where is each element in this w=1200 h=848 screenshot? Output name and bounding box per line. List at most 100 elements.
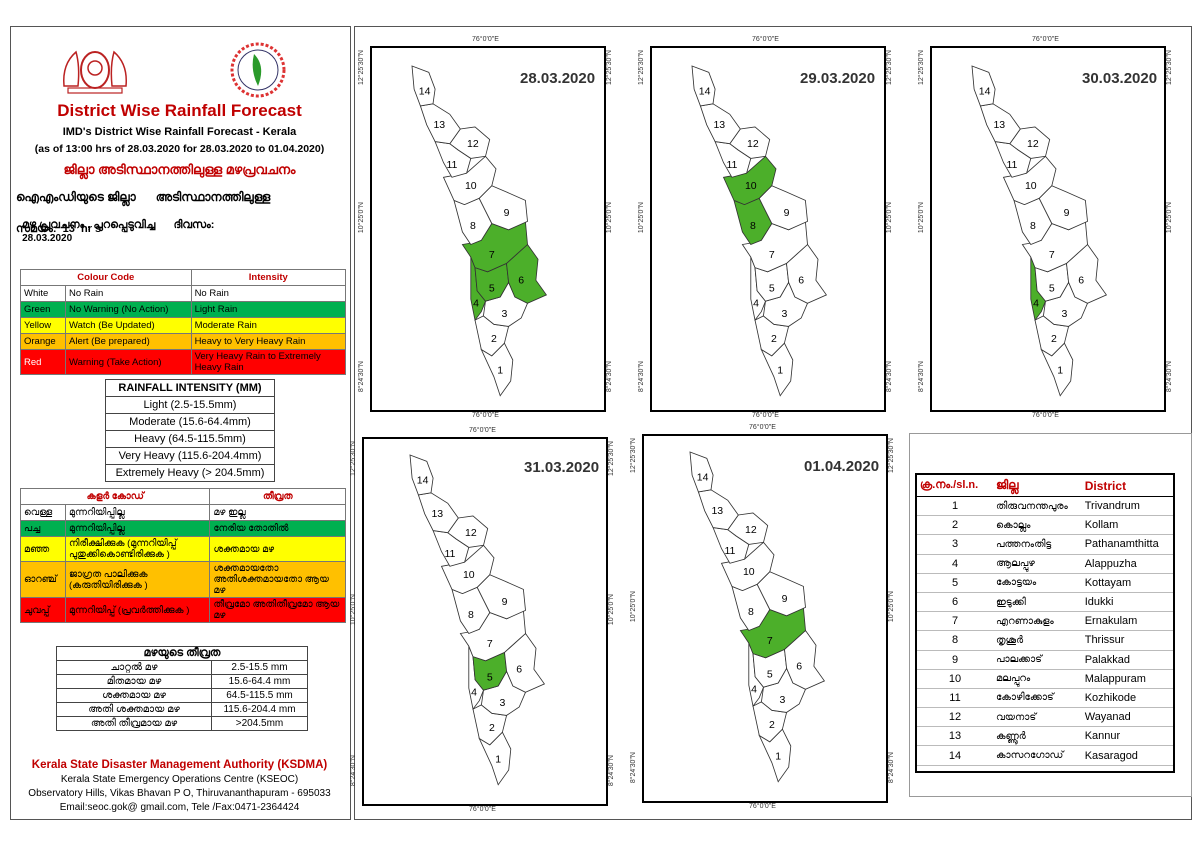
ml-colour-name: പച്ച xyxy=(20,520,66,537)
district-12 xyxy=(1009,126,1051,159)
ml-intensity-range: 2.5-15.5 mm xyxy=(211,660,308,675)
lat-label-left: 8°24'30"N xyxy=(918,361,925,393)
district-number-label: 5 xyxy=(489,283,495,295)
district-row: 4 ആലപ്പുഴ Alappuzha xyxy=(917,554,1173,574)
district-no: 11 xyxy=(917,688,993,709)
ml-intensity-label: ചാറ്റൽ മഴ xyxy=(56,660,212,675)
ml-intensity-row: അതി തീവ്രമായ മഴ >204.5mm xyxy=(56,716,308,731)
ml-intensity-label: മിതമായ മഴ xyxy=(56,674,212,689)
page-subtitle: IMD's District Wise Rainfall Forecast - … xyxy=(62,126,297,138)
district-no: 2 xyxy=(917,515,993,536)
lon-label-top: 76°0'0"E xyxy=(469,427,496,434)
district-number-label: 11 xyxy=(444,548,455,560)
colour-intensity: Very Heavy Rain to Extremely Heavy Rain xyxy=(190,349,347,375)
lat-label-left: 12°25'30"N xyxy=(350,440,357,476)
district-number-label: 2 xyxy=(489,722,495,734)
ml-intensity-title: മഴയുടെ തീവ്രത xyxy=(56,646,308,661)
district-no: 3 xyxy=(917,534,993,555)
map-date: 28.03.2020 xyxy=(520,70,596,87)
lon-label-top: 76°0'0"E xyxy=(752,36,779,43)
district-number-label: 10 xyxy=(463,569,475,581)
ml-intensity-label: അതി തീവ്രമായ മഴ xyxy=(56,716,212,731)
district-ml: വയനാട് xyxy=(993,707,1082,728)
ml-colour-name: വെള്ള xyxy=(20,504,66,521)
district-number-label: 4 xyxy=(1033,297,1039,309)
district-10 xyxy=(440,544,495,595)
colour-intensity: Heavy to Very Heavy Rain xyxy=(190,333,347,350)
district-13 xyxy=(417,492,459,534)
colour-code-row: Red Warning (Take Action) Very Heavy Rain … xyxy=(20,349,347,375)
ml-colour-code: മുന്നറിയിപ്പില്ല xyxy=(64,520,211,537)
ml-intensity-row: അതി ശക്തമായ മഴ 115.6-204.4 mm xyxy=(56,702,308,717)
district-6 xyxy=(1066,243,1108,304)
district-number-label: 13 xyxy=(431,508,443,520)
district-no-header: ക്ര.നം./sl.n. xyxy=(920,479,979,491)
colour-code: No Rain xyxy=(65,285,192,302)
district-number-label: 12 xyxy=(465,527,477,539)
ml-colour-name: മഞ്ഞ xyxy=(20,536,66,562)
lat-label-left: 12°25'30"N xyxy=(630,437,637,473)
district-row: 14 കാസറഗോഡ് Kasaragod xyxy=(917,745,1173,766)
district-row: 10 മലപ്പുറം Malappuram xyxy=(917,669,1173,689)
district-10 xyxy=(722,155,777,206)
colour-name: Green xyxy=(20,301,66,318)
district-number-label: 11 xyxy=(1006,159,1017,171)
lat-label-left: 12°25'30"N xyxy=(918,49,925,85)
lon-label-bottom: 76°0'0"E xyxy=(1032,412,1059,419)
district-number-label: 4 xyxy=(753,297,759,309)
ml-colour-code: മുന്നറിയിപ്പ് (പ്രവർത്തിക്കുക ) xyxy=(64,597,211,623)
district-number-label: 1 xyxy=(495,754,501,766)
district-ml: കോഴിക്കോട് xyxy=(993,688,1082,709)
district-14 xyxy=(689,451,714,493)
district-number-label: 10 xyxy=(1025,180,1037,192)
district-number-label: 8 xyxy=(748,606,754,618)
lat-label-right: 8°24'30"N xyxy=(606,361,613,393)
ml-colour-code-row: പച്ച മുന്നറിയിപ്പില്ല നേരിയ തോതിൽ xyxy=(20,520,346,537)
district-en: Idukki xyxy=(1081,592,1173,613)
district-number-label: 12 xyxy=(467,138,479,150)
district-9 xyxy=(476,574,526,620)
colour-name: Orange xyxy=(20,333,66,350)
ml-intensity-row: ചാറ്റൽ മഴ 2.5-15.5 mm xyxy=(56,660,308,675)
forecast-map: 1 2 3 4 5 6 7 8 9 10 11 12 13 14 31.03.2020 xyxy=(362,437,608,806)
lat-label-left: 8°24'30"N xyxy=(358,361,365,393)
district-ml: കോട്ടയം xyxy=(993,573,1082,593)
kerala-emblem-icon xyxy=(58,42,133,97)
district-ml: കാസറഗോഡ് xyxy=(993,745,1082,766)
district-number-label: 13 xyxy=(993,119,1005,131)
district-number-label: 4 xyxy=(751,683,757,695)
forecast-map: 1 2 3 4 5 6 7 8 9 10 11 12 13 14 01.04.2020 xyxy=(642,434,888,803)
district-table: ക്ര.നം./sl.n. ജില്ല District 1 തിരുവനന്തപ… xyxy=(917,475,1173,766)
district-number-label: 7 xyxy=(767,635,773,647)
district-ml: പാലക്കാട് xyxy=(993,650,1082,670)
lat-label-left: 8°24'30"N xyxy=(630,751,637,783)
district-number-label: 9 xyxy=(782,593,788,605)
district-number-label: 14 xyxy=(417,474,429,486)
colour-code-row: Yellow Watch (Be Updated) Moderate Rain xyxy=(20,317,347,334)
rainfall-intensity-range: Very Heavy (115.6-204.4mm) xyxy=(105,447,275,465)
district-no: 4 xyxy=(917,554,993,574)
district-number-label: 6 xyxy=(796,660,802,672)
district-14 xyxy=(411,65,436,107)
lat-label-right: 8°24'30"N xyxy=(888,751,895,783)
district-6 xyxy=(784,629,826,690)
lat-label-right: 10°25'0"N xyxy=(1166,201,1173,233)
footer-org: Kerala State Disaster Management Authori… xyxy=(31,759,328,771)
district-en: Kannur xyxy=(1081,726,1173,747)
district-row: 2 കൊല്ലം Kollam xyxy=(917,515,1173,536)
district-no: 9 xyxy=(917,650,993,670)
colour-name: White xyxy=(20,285,66,302)
rainfall-intensity-row: Extremely Heavy (> 204.5mm) xyxy=(105,464,275,482)
district-en: Pathanamthitta xyxy=(1081,534,1173,555)
district-number-label: 2 xyxy=(1051,333,1057,345)
maps-panel xyxy=(354,26,1192,820)
district-number-label: 8 xyxy=(470,220,476,232)
district-table-box: ക്ര.നം./sl.n. ജില്ല District 1 തിരുവനന്തപ… xyxy=(915,473,1175,773)
lat-label-right: 8°24'30"N xyxy=(1166,361,1173,393)
district-en: Trivandrum xyxy=(1081,496,1173,517)
ml-colour-code-row: മഞ്ഞ നിരീക്ഷിക്കുക (മുന്നറിയിപ്പ് പുതുക്ക… xyxy=(20,536,346,562)
lon-label-top: 76°0'0"E xyxy=(472,36,499,43)
